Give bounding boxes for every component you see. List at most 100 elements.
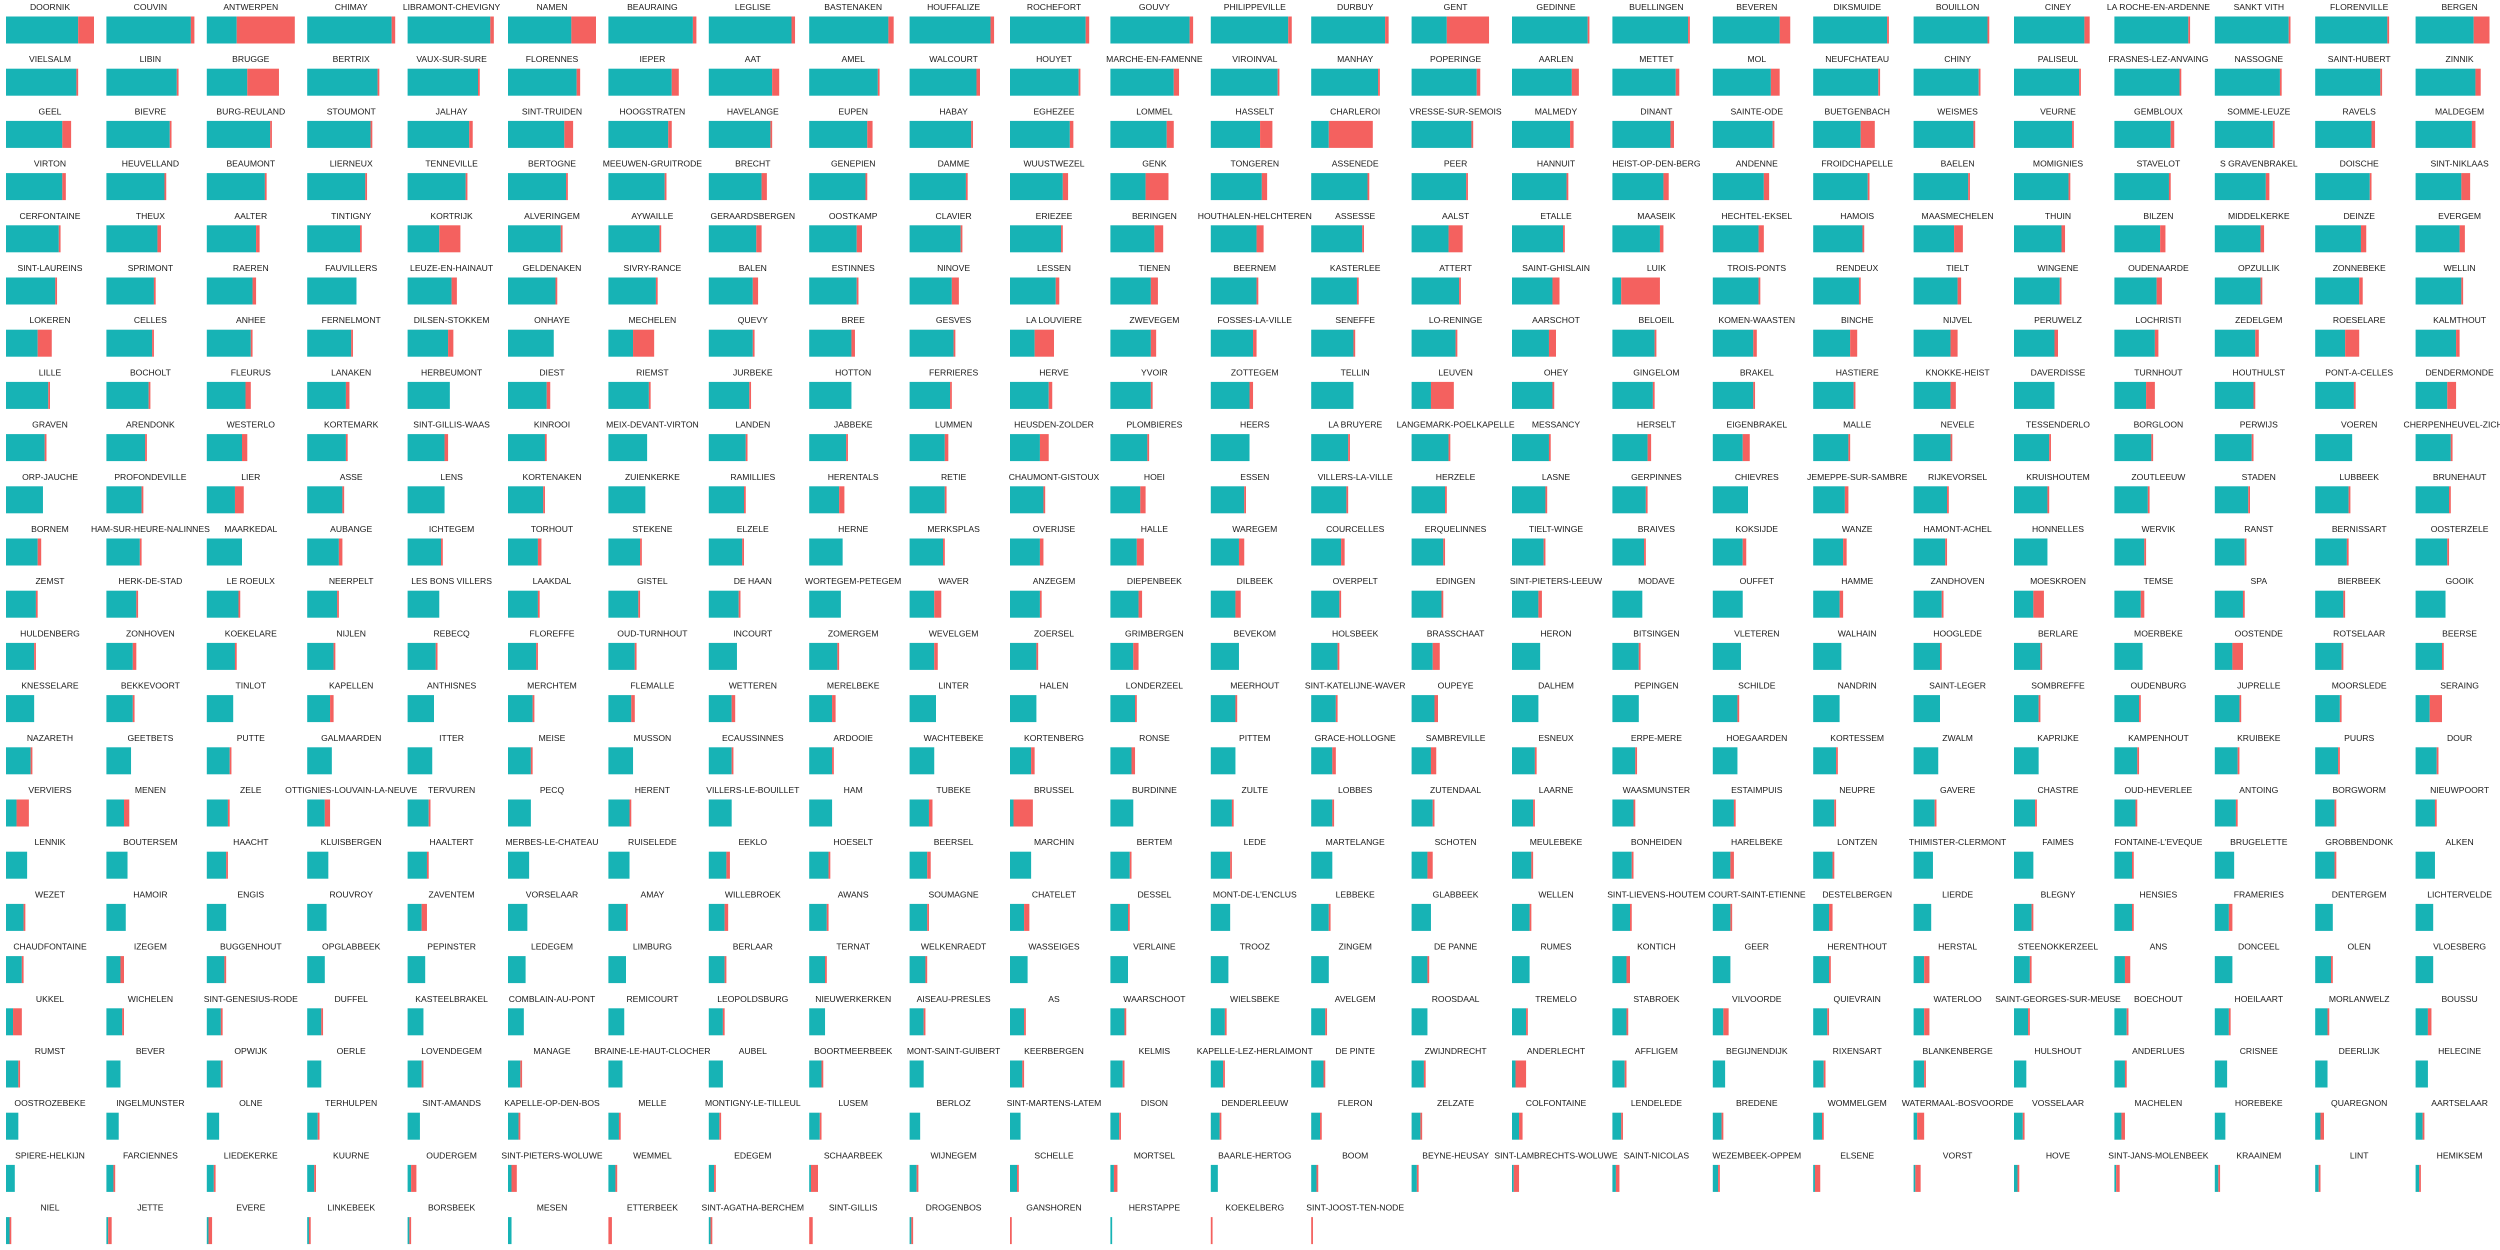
bar-segment-teal [2214, 747, 2238, 775]
bar-segment-teal [1813, 590, 1840, 618]
bar-segment-red [55, 277, 58, 305]
bar-segment-red [1138, 590, 1143, 618]
panel: FERNELMONT [307, 315, 382, 357]
panel-title: KELMIS [1139, 1046, 1171, 1056]
panel-title: ORP-JAUCHE [22, 472, 78, 482]
panel: MELLE [608, 1098, 667, 1140]
panel: LEDEGEM [508, 942, 573, 984]
bar-segment-red [791, 16, 796, 44]
bar-segment-red [2228, 903, 2233, 931]
panel: WESTERLO [206, 420, 275, 462]
bar-segment-red [867, 120, 873, 148]
panel-title: GEETBETS [127, 733, 173, 743]
panel: CHIEVRES [1712, 472, 1779, 514]
bar-segment-teal [1813, 695, 1840, 723]
panel-title: FERNELMONT [322, 315, 382, 325]
panel: HECHTEL-EKSEL [1712, 211, 1792, 253]
panel-title: LOKEREN [29, 315, 70, 325]
bar-segment-red [1621, 277, 1660, 305]
bar-segment-teal [1010, 642, 1037, 670]
bar-segment-teal [608, 538, 641, 566]
bar-segment-teal [307, 851, 329, 879]
panel: REMICOURT [608, 994, 679, 1036]
panel-title: NIEUWERKERKEN [815, 994, 891, 1004]
bar-segment-teal [2415, 538, 2448, 566]
bar-segment-teal [2014, 1008, 2029, 1036]
bar-segment-red [1427, 956, 1430, 984]
panel-title: COUVIN [134, 2, 167, 12]
bar-segment-teal [1110, 1060, 1123, 1088]
panel-title: ZOERSEL [1034, 628, 1074, 638]
bar-segment-red [2248, 486, 2250, 514]
bar-segment-red [923, 1008, 926, 1036]
bar-segment-teal [1813, 903, 1830, 931]
panel: ZOUTLEEUW [2114, 472, 2186, 514]
panel-title: PERUWELZ [2034, 315, 2082, 325]
bar-segment-teal [608, 1112, 619, 1140]
panel-title: CERFONTAINE [20, 211, 81, 221]
panel-title: SINT-MARTENS-LATEM [1007, 1098, 1102, 1108]
panel-title: BOCHOLT [130, 367, 172, 377]
panel-title: OUDERGEM [426, 1150, 477, 1160]
bar-segment-red [21, 956, 24, 984]
panel: HOUYET [1010, 54, 1081, 96]
panel-title: BASTENAKEN [824, 2, 882, 12]
panel-title: SENEFFE [1335, 315, 1375, 325]
panel-title: HOREBEKE [2235, 1098, 2283, 1108]
panel-title: ECAUSSINNES [722, 733, 784, 743]
bar-segment-teal [508, 642, 537, 670]
panel-title: BEYNE-HEUSAY [1422, 1150, 1489, 1160]
bar-segment-teal [407, 434, 445, 462]
bar-segment-red [2348, 486, 2351, 514]
panel: BLEGNY [2014, 889, 2076, 931]
bar-segment-red [1471, 120, 1474, 148]
bar-segment-teal [6, 225, 59, 253]
bar-segment-red [234, 486, 244, 514]
bar-segment-red [1476, 68, 1481, 96]
panel-title: PEPINGEN [1634, 681, 1678, 691]
bar-segment-teal [1411, 590, 1442, 618]
bar-segment-red [1129, 851, 1132, 879]
bar-segment-teal [1311, 851, 1333, 879]
panel-title: AFFLIGEM [1635, 1046, 1678, 1056]
panel-title: AALST [1442, 211, 1470, 221]
bar-segment-red [1652, 381, 1655, 409]
panel: HEUVELLAND [106, 159, 179, 201]
panel-title: VIELSALM [29, 54, 71, 64]
panel-title: GESVES [936, 315, 972, 325]
bar-segment-red [1626, 956, 1630, 984]
panel-title: LAAKDAL [533, 576, 572, 586]
bar-segment-red [2288, 16, 2291, 44]
bar-segment-teal [809, 538, 843, 566]
panel: HULSHOUT [2014, 1046, 2082, 1088]
bar-segment-red [1261, 173, 1268, 201]
bar-segment-teal [708, 225, 757, 253]
panel-title: RUISELEDE [628, 837, 677, 847]
panel: DURBUY [1311, 2, 1389, 44]
bar-segment-teal [708, 68, 773, 96]
panel: SCHAARBEEK [809, 1150, 883, 1192]
bar-segment-red [164, 173, 167, 201]
bar-segment-teal [809, 173, 866, 201]
bar-segment-red [1753, 329, 1757, 357]
bar-segment-red [1531, 851, 1534, 879]
panel: SPIERE-HELKIJN [6, 1150, 85, 1192]
panel-title: MEEUWEN-GRUITRODE [603, 159, 703, 169]
bar-segment-teal [508, 747, 531, 775]
panel: ZAVENTEM [407, 889, 475, 931]
bar-segment-teal [2415, 695, 2430, 723]
panel-title: OUPEYE [1438, 681, 1474, 691]
panel-title: MORTSEL [1134, 1150, 1176, 1160]
bar-segment-red [2422, 1112, 2425, 1140]
panel: LOVENDEGEM [407, 1046, 482, 1088]
bar-segment-red [1124, 1008, 1127, 1036]
panel-title: NAZARETH [27, 733, 73, 743]
panel: TIELT [1913, 263, 1970, 305]
panel-title: MODAVE [1638, 576, 1675, 586]
bar-segment-teal [307, 538, 339, 566]
panel: SINT-NIKLAAS [2415, 159, 2489, 201]
bar-segment-teal [508, 538, 538, 566]
bar-segment-red [2179, 68, 2182, 96]
panel-title: WETTEREN [729, 681, 777, 691]
panel: GEMBLOUX [2114, 106, 2183, 148]
